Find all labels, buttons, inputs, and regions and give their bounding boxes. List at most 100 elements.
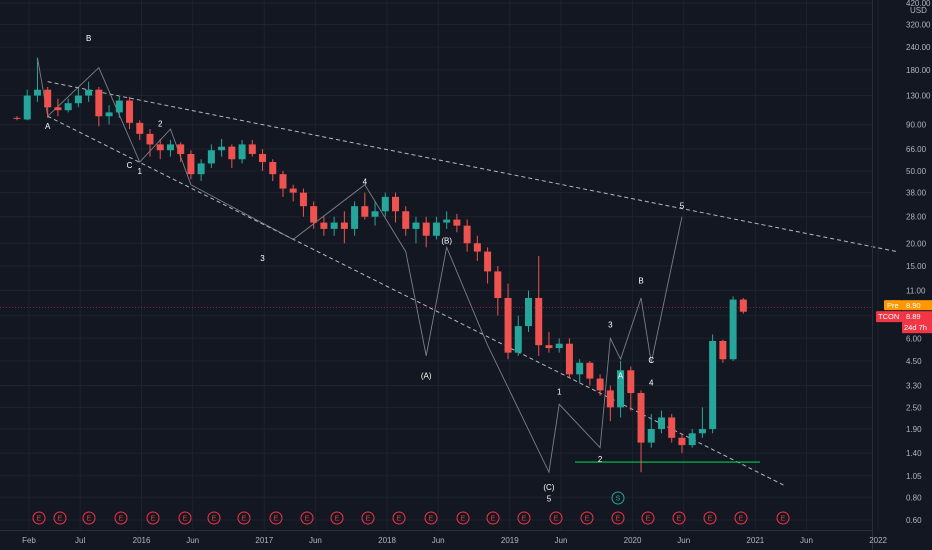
- wave-label: 1: [138, 167, 143, 176]
- candle-body: [729, 299, 737, 360]
- candle-body: [310, 206, 318, 223]
- candle-body: [392, 196, 400, 212]
- candle-body: [412, 222, 420, 229]
- time-tick-label: Jun: [555, 536, 568, 545]
- earnings-marker-label: E: [87, 516, 92, 523]
- wave-label: 5: [547, 494, 552, 503]
- last-price-value: 8.89: [906, 312, 921, 321]
- upper-channel-line: [47, 81, 897, 253]
- last-price-tag-bg: [902, 311, 932, 334]
- price-tick-label: 6.00: [906, 334, 922, 343]
- earnings-marker: [641, 511, 655, 525]
- earnings-marker: [361, 511, 375, 525]
- candle-body: [555, 343, 563, 349]
- wave-label: 4: [363, 178, 368, 187]
- price-tick-label: 0.80: [906, 493, 922, 502]
- earnings-marker-label: E: [522, 516, 527, 523]
- earnings-marker-label: E: [151, 516, 156, 523]
- earnings-marker: [178, 511, 192, 525]
- candle-body: [381, 196, 389, 212]
- candle-body: [64, 103, 72, 111]
- candle-body: [606, 390, 614, 408]
- earnings-marker-label: E: [429, 516, 434, 523]
- candle-body: [330, 222, 338, 229]
- price-tick-label: 15.00: [906, 262, 927, 271]
- candle-body: [647, 429, 655, 443]
- earnings-marker: [580, 511, 594, 525]
- price-tick-label: 320.00: [906, 20, 931, 29]
- price-tick-label: 240.00: [906, 43, 931, 52]
- candle-body: [177, 144, 185, 154]
- earnings-marker-label: E: [305, 516, 310, 523]
- earnings-marker-label: E: [491, 516, 496, 523]
- earnings-marker: [424, 511, 438, 525]
- wave-label: 3: [608, 320, 613, 329]
- candle-body: [74, 95, 82, 104]
- candle-body: [279, 174, 287, 189]
- price-tick-label: 1.05: [906, 472, 922, 481]
- candles: [13, 57, 747, 473]
- time-axis[interactable]: Feb Jul 2016 Jun 2017 Jun 2018 Jun 2019 Jun 2020 Ju…: [0, 530, 888, 546]
- earnings-marker: [82, 511, 96, 525]
- candle-body: [126, 100, 134, 123]
- candle-body: [146, 133, 154, 145]
- time-tick-label: 2016: [133, 536, 151, 545]
- candle-body: [218, 146, 226, 151]
- wave-label: 3: [260, 254, 265, 263]
- earnings-marker-label: E: [335, 516, 340, 523]
- earnings-marker: [672, 511, 686, 525]
- candle-body: [402, 211, 410, 229]
- candle-body: [432, 222, 440, 236]
- candle-body: [248, 144, 256, 154]
- candle-body: [422, 222, 430, 236]
- candle-body: [525, 297, 532, 327]
- earnings-marker-label: E: [274, 516, 279, 523]
- price-tick-label: 50.00: [906, 167, 927, 176]
- candle-body: [504, 297, 512, 353]
- earnings-marker: [114, 511, 128, 525]
- candle-body: [678, 437, 686, 446]
- earnings-marker-label: E: [58, 516, 63, 523]
- candle-body: [259, 153, 267, 163]
- earnings-marker-label: E: [183, 516, 188, 523]
- time-tick-label: 2020: [624, 536, 642, 545]
- candle-body: [320, 222, 328, 229]
- candle-body: [719, 340, 727, 360]
- earnings-marker: [703, 511, 717, 525]
- earnings-marker-label: E: [739, 516, 744, 523]
- wave-label: B: [86, 34, 91, 43]
- price-tick-label: 38.00: [906, 189, 927, 198]
- candle-body: [668, 417, 676, 438]
- price-tick-label: 130.00: [906, 92, 931, 101]
- candle-body: [514, 326, 522, 353]
- wave-label: 2: [158, 119, 163, 128]
- candle-body: [115, 100, 123, 113]
- split-marker-label: S: [616, 496, 621, 503]
- time-tick-label: 2019: [501, 536, 519, 545]
- earnings-marker-label: E: [554, 516, 559, 523]
- earnings-marker-label: E: [242, 516, 247, 523]
- candle-body: [238, 144, 246, 160]
- earnings-marker-label: E: [212, 516, 217, 523]
- price-tick-label: 66.00: [906, 145, 927, 154]
- candle-body: [187, 153, 195, 175]
- candle-body: [33, 89, 41, 96]
- candle-body: [453, 219, 461, 226]
- split-marker: [611, 491, 625, 505]
- price-tick-label: 28.00: [906, 213, 927, 222]
- candle-body: [627, 370, 635, 393]
- pre-market-tag-label: Pre: [887, 301, 899, 310]
- candle-body: [269, 162, 277, 175]
- earnings-marker-label: E: [646, 516, 651, 523]
- wave-label: C: [127, 161, 133, 170]
- pre-market-tag-bg: [884, 300, 902, 311]
- price-axis[interactable]: 420.00 320.00 240.00 180.00 130.00 90.00 66.00…: [872, 0, 932, 550]
- candle-body: [576, 362, 584, 375]
- wave-label: (A): [421, 372, 432, 381]
- price-tick-label: 11.00: [906, 286, 926, 295]
- earnings-marker-label: E: [616, 516, 621, 523]
- candle-body: [371, 211, 379, 217]
